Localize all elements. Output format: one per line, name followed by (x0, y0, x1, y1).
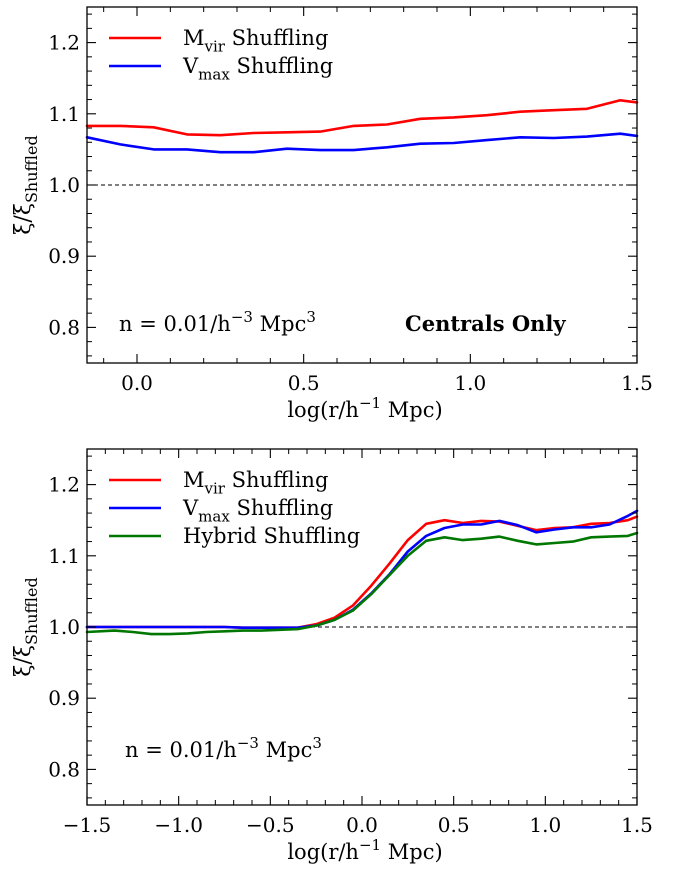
x-tick-label: 1.5 (621, 813, 653, 837)
x-tick-label: 1.0 (454, 371, 486, 395)
series-line-2 (85, 132, 639, 154)
chart-panel-1: 0.0 0.5 1.0 1.5 0.8 0.9 1.0 1.1 1.2 log(r/h−1​ Mp… (11, 6, 653, 422)
y-tick-label: 0.9 (48, 686, 80, 710)
x-tick-label: 1.0 (529, 813, 561, 837)
x-tick-label: 0.5 (438, 813, 470, 837)
y-tick-label: 1.0 (48, 615, 80, 639)
x-tick-label: 1.5 (621, 371, 653, 395)
y-tick-label: 1.2 (48, 31, 80, 55)
centrals-only-annotation: Centrals Only (405, 311, 566, 336)
x-tick-label: 0.5 (288, 371, 320, 395)
series-line-1 (85, 99, 639, 137)
legend-label: Hybrid Shuffling (183, 524, 360, 548)
y-axis-label: ξ/ξShuffled​ (11, 135, 41, 234)
series-line-1 (85, 515, 639, 630)
y-tick-label: 0.9 (48, 244, 80, 268)
legend-label: Mvir​ Shuffling (183, 468, 328, 498)
legend-label: Vmax​ Shuffling (182, 54, 333, 84)
y-axis-label: ξ/ξShuffled​ (11, 577, 41, 676)
x-tick-label: 0.0 (121, 371, 153, 395)
x-tick-label: −1.0 (154, 813, 203, 837)
legend-label: Vmax​ Shuffling (182, 496, 333, 526)
y-tick-label: 1.1 (48, 102, 80, 126)
x-tick-label: −1.5 (63, 813, 112, 837)
y-tick-label: 0.8 (48, 315, 80, 339)
y-tick-label: 1.2 (48, 473, 80, 497)
y-tick-label: 0.8 (48, 757, 80, 781)
chart-panel-2: −1.5 −1.0 −0.5 0.0 0.5 1.0 1.5 0.8 0.9 1.0 1.1 1.2 l… (11, 448, 653, 864)
density-annotation: n = 0.01/h−3​ Mpc3​ (125, 734, 322, 762)
x-tick-label: 0.0 (346, 813, 378, 837)
density-annotation: n = 0.01/h−3​ Mpc3​ (119, 308, 316, 336)
x-axis-label: log(r/h−1​ Mpc) (287, 394, 442, 422)
y-tick-label: 1.1 (48, 544, 80, 568)
y-tick-label: 1.0 (48, 173, 80, 197)
x-axis-label: log(r/h−1​ Mpc) (287, 836, 442, 864)
legend-label: Mvir​ Shuffling (183, 26, 328, 56)
series-line-2 (85, 509, 639, 630)
x-tick-label: −0.5 (246, 813, 295, 837)
series-line-3 (85, 531, 639, 636)
